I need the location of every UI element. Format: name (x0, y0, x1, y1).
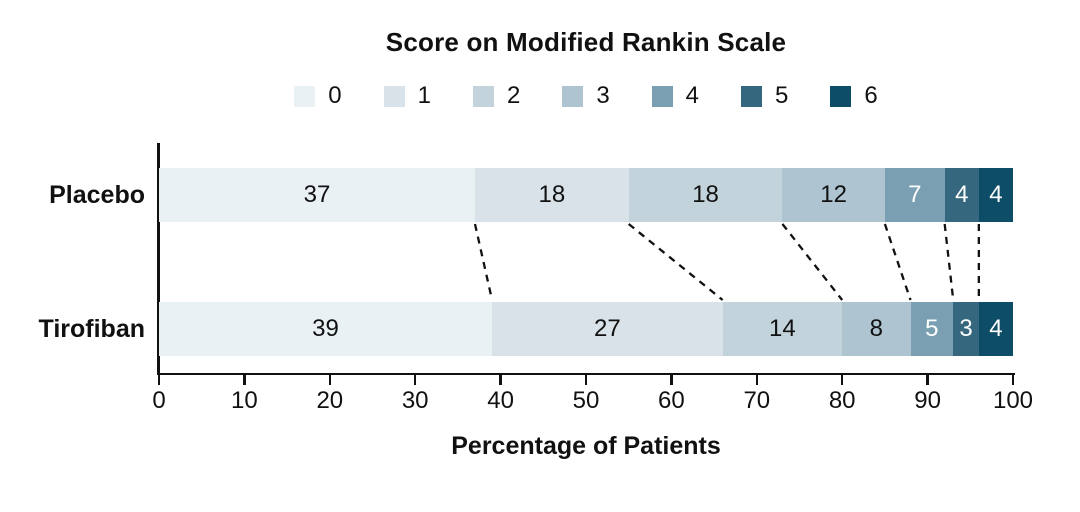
legend-label: 1 (417, 82, 431, 109)
x-axis-tick (840, 375, 844, 385)
x-axis-tick-label: 60 (658, 387, 685, 414)
category-label-tirofiban: Tirofiban (38, 315, 145, 343)
legend-item-score-2: 2 (472, 82, 521, 110)
x-axis-tick (584, 375, 588, 385)
legend-item-score-3: 3 (562, 82, 610, 110)
connector-line (781, 223, 844, 301)
x-axis-tick (670, 375, 673, 385)
bar-tirofiban-segment-score-5: 3 (953, 302, 979, 356)
legend-label: 2 (506, 82, 521, 109)
legend-item-score-5: 5 (741, 82, 788, 110)
x-axis-tick-label: 50 (572, 387, 600, 414)
legend-swatch-icon (383, 85, 405, 107)
legend-swatch-icon (741, 85, 763, 107)
bar-tirofiban-segment-score-6: 4 (978, 302, 1013, 356)
x-axis-tick-label: 70 (743, 387, 771, 414)
x-axis-tick-label: 90 (914, 387, 941, 414)
chart-title: Score on Modified Rankin Scale (385, 27, 787, 57)
x-axis-tick (413, 375, 417, 385)
legend-swatch-icon (651, 85, 673, 107)
x-axis-tick (499, 375, 502, 385)
bar-placebo-segment-score-5: 4 (944, 168, 979, 222)
bar-placebo-segment-score-6: 4 (978, 168, 1013, 222)
legend-label: 0 (328, 82, 342, 109)
legend-item-score-6: 6 (830, 82, 878, 110)
x-axis-tick (157, 375, 161, 385)
x-axis-title: Percentage of Patients (451, 432, 721, 460)
x-axis-tick (926, 375, 929, 385)
x-axis-line (157, 372, 1015, 375)
bar-tirofiban-segment-score-0: 39 (159, 302, 493, 356)
legend-label: 4 (685, 82, 700, 109)
x-axis-tick-label: 20 (316, 387, 344, 414)
connector-line (883, 223, 912, 301)
legend-item-score-4: 4 (651, 82, 700, 110)
bar-placebo-segment-score-4: 7 (884, 168, 945, 222)
x-axis-tick-label: 10 (231, 387, 258, 414)
bar-placebo-segment-score-0: 37 (159, 168, 475, 222)
legend-item-score-0: 0 (294, 82, 342, 110)
legend-label: 6 (864, 82, 878, 109)
legend-swatch-icon (562, 85, 584, 107)
bar-tirofiban-segment-score-3: 8 (842, 302, 911, 356)
x-axis-tick-label: 80 (828, 387, 856, 414)
x-axis-tick (243, 375, 246, 385)
bar-placebo-segment-score-1: 18 (474, 168, 629, 222)
connector-line (473, 223, 494, 301)
x-axis-tick-label: 30 (401, 387, 429, 414)
bar-tirofiban-segment-score-1: 27 (492, 302, 723, 356)
bar-placebo-segment-score-3: 12 (782, 168, 885, 222)
bar-tirofiban-segment-score-4: 5 (910, 302, 954, 356)
x-axis-tick (755, 375, 759, 385)
connector-line (627, 223, 724, 301)
x-axis-tick-label: 40 (487, 387, 514, 414)
y-axis-line (157, 143, 160, 375)
legend-label: 3 (596, 82, 610, 109)
legend-item-score-1: 1 (383, 82, 431, 110)
x-axis-tick (1011, 375, 1015, 385)
bar-placebo-segment-score-2: 18 (628, 168, 783, 222)
category-label-placebo: Placebo (49, 181, 145, 209)
legend-swatch-icon (472, 85, 494, 107)
legend-swatch-icon (830, 85, 852, 107)
legend-swatch-icon (294, 85, 316, 107)
connector-line (943, 223, 955, 301)
x-axis-tick-label: 0 (152, 387, 166, 414)
legend-label: 5 (775, 82, 789, 109)
x-axis-tick-label: 100 (992, 387, 1034, 414)
bar-tirofiban-segment-score-2: 14 (722, 302, 843, 356)
x-axis-tick (328, 375, 332, 385)
legend: 0 1 2 3 4 5 6 (159, 82, 1013, 110)
